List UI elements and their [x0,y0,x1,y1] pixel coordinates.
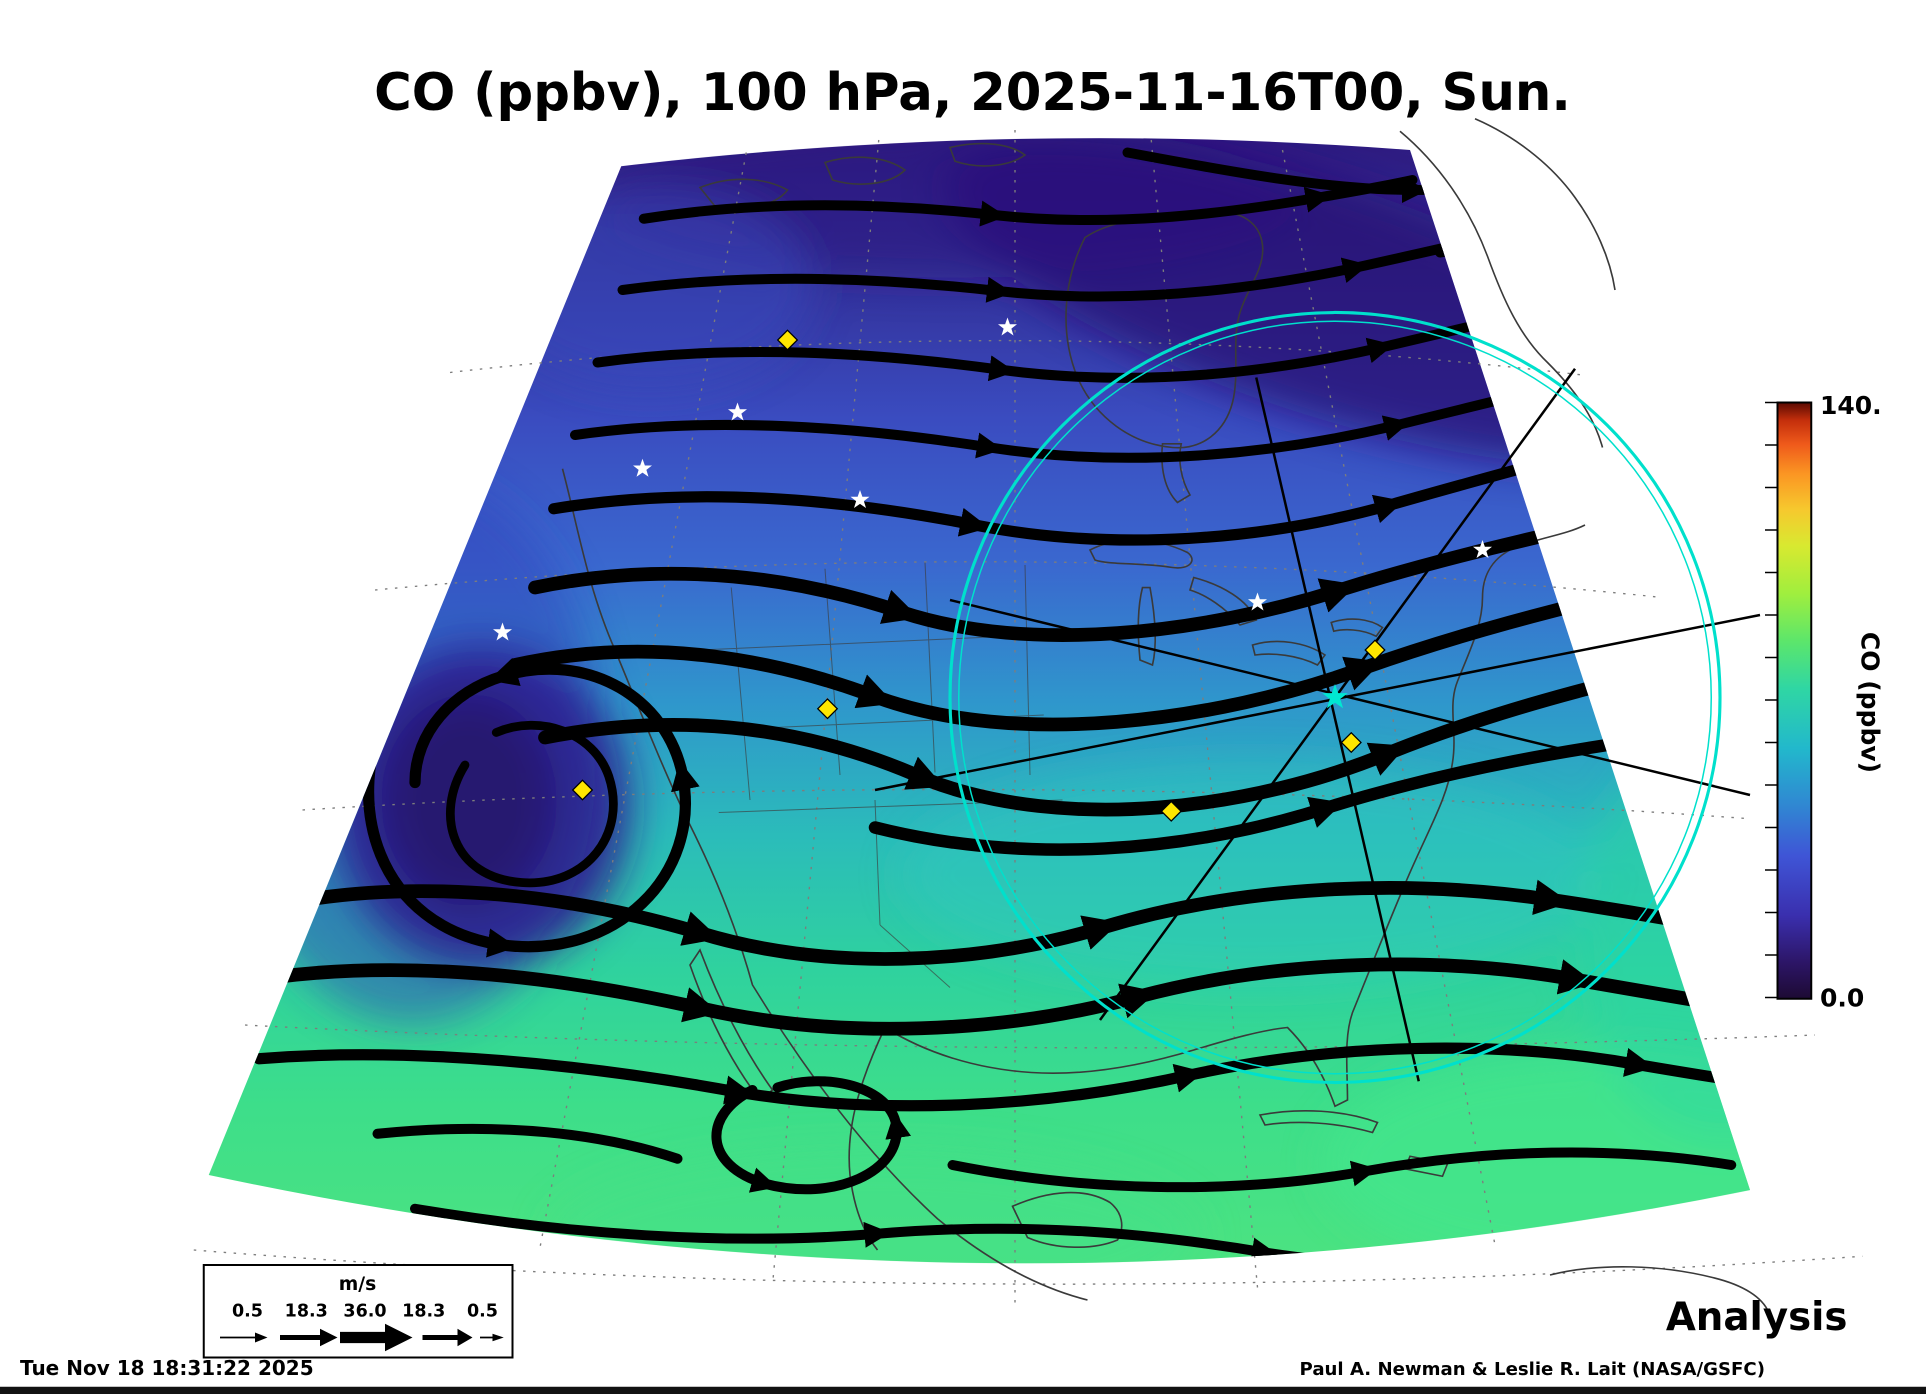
wind-legend-value: 18.3 [402,1301,445,1321]
generated-timestamp: Tue Nov 18 18:31:22 2025 [20,1356,314,1380]
streamline [868,726,1704,856]
colorbar-min-label: 0.0 [1820,983,1864,1012]
streamline [1434,176,1730,258]
streamline [638,175,1418,227]
wind-legend-arrows [219,1323,504,1352]
streamline [508,559,1750,732]
wind-legend-value: 18.3 [285,1301,328,1321]
streamline [947,1147,1737,1193]
range-circle [948,310,1722,1085]
streamline [409,1203,1545,1264]
colorbar-gradient [1776,401,1813,1000]
azimuth-line [1255,377,1420,1082]
streamline-vortex [446,720,618,888]
analysis-label: Analysis [1666,1295,1848,1340]
streamline-vortex [363,658,700,958]
streamline [528,494,1710,642]
latitude-line [244,1024,1816,1049]
streamline [372,1123,683,1164]
colorbar-ticks [1764,401,1778,999]
longitude-line [771,139,880,1286]
coastline-cuba [1258,1109,1379,1134]
wind-legend-units: m/s [339,1274,377,1295]
streamline-eddy [711,1076,912,1195]
streamline [681,1294,1219,1308]
streamline [538,646,1747,817]
colorbar: 140. 0.0 CO (ppbv) [1764,391,1884,1012]
wind-legend-value: 0.5 [467,1301,498,1321]
range-circle-inner [957,320,1712,1075]
coastline-south-america [1549,1265,1770,1313]
wind-legend-value: 36.0 [343,1301,386,1321]
azimuth-line [949,598,1751,797]
credit-line: Paul A. Newman & Leslie R. Lait (NASA/GS… [1300,1359,1765,1380]
colorbar-max-label: 140. [1820,391,1882,420]
wind-legend-value: 0.5 [232,1301,263,1321]
azimuth-line [874,613,1761,792]
streamline [283,879,1750,966]
wind-scale-legend: m/s 0.5 18.3 36.0 18.3 0.5 [202,1264,514,1359]
streamline [617,233,1488,303]
colorbar-axis-label: CO (ppbv) [1855,632,1884,773]
plot-title: CO (ppbv), 100 hPa, 2025-11-16T00, Sun. [374,63,1571,123]
bottom-edge-bar [0,1386,1926,1394]
range-circle-outer [948,310,1722,1085]
streamline [253,1042,1750,1112]
streamline [569,366,1620,463]
